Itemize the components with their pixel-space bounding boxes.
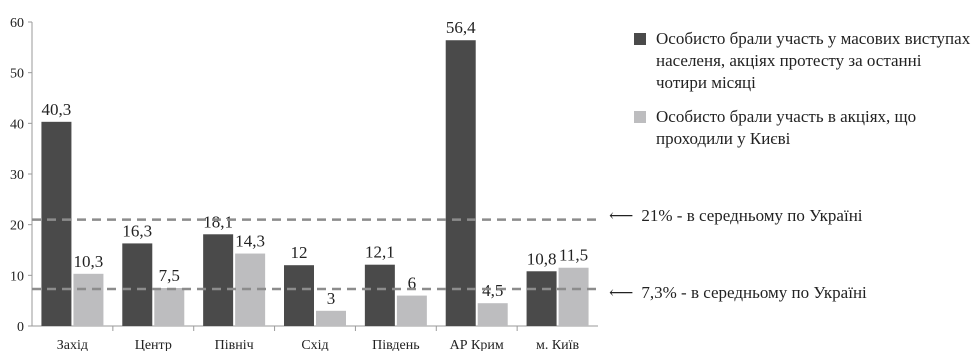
bar-series-1 bbox=[41, 121, 72, 327]
legend-label-series-2: Особисто брали участь в акціях, що прохо… bbox=[656, 107, 917, 148]
data-label-series-2: 4,5 bbox=[482, 281, 503, 300]
legend-label-series-1: Особисто брали участь у масових виступах… bbox=[656, 29, 971, 92]
x-tick-label: Схід bbox=[301, 338, 328, 351]
data-label-series-2: 3 bbox=[327, 289, 336, 308]
legend: Особисто брали участь у масових виступах… bbox=[634, 28, 972, 162]
bar-series-1 bbox=[526, 271, 557, 326]
data-label-series-2: 6 bbox=[408, 274, 417, 293]
data-label-series-1: 16,3 bbox=[122, 221, 152, 240]
x-tick-label: Північ bbox=[215, 338, 254, 351]
data-label-series-1: 40,3 bbox=[42, 100, 72, 119]
data-label-series-2: 11,5 bbox=[559, 246, 588, 265]
y-tick-label: 30 bbox=[10, 168, 24, 183]
left-arrow-icon: ⟵ bbox=[609, 283, 634, 302]
legend-item-series-1: Особисто брали участь у масових виступах… bbox=[634, 28, 972, 94]
y-tick-label: 20 bbox=[10, 219, 24, 234]
bar-series-1 bbox=[122, 243, 153, 326]
x-tick-label: АР Крим bbox=[450, 338, 504, 351]
x-tick-label: Південь bbox=[372, 338, 419, 351]
x-tick-label: м. Київ bbox=[536, 338, 580, 351]
bar-series-1 bbox=[284, 265, 314, 326]
bar-series-2 bbox=[316, 310, 346, 326]
reference-annotation-2: ⟵ 7,3% - в середньому по Україні bbox=[609, 283, 867, 303]
bar-series-2 bbox=[396, 295, 427, 326]
legend-item-series-2: Особисто брали участь в акціях, що прохо… bbox=[634, 106, 972, 150]
data-label-series-1: 18,1 bbox=[203, 212, 233, 231]
reference-label-1: 21% - в середньому по Україні bbox=[641, 206, 863, 225]
reference-annotation-1: ⟵ 21% - в середньому по Україні bbox=[609, 206, 863, 226]
bar-series-1 bbox=[364, 264, 395, 326]
x-tick-label: Центр bbox=[135, 338, 172, 351]
data-label-series-1: 10,8 bbox=[527, 249, 557, 268]
bar-series-1 bbox=[445, 40, 476, 327]
x-tick-label: Захід bbox=[57, 338, 88, 351]
bar-series-2 bbox=[73, 273, 104, 326]
data-label-series-1: 12 bbox=[291, 243, 308, 262]
bar-series-2 bbox=[154, 288, 185, 326]
y-tick-label: 60 bbox=[10, 16, 24, 31]
data-label-series-1: 56,4 bbox=[446, 18, 476, 37]
legend-swatch-series-1 bbox=[634, 33, 646, 45]
left-arrow-icon: ⟵ bbox=[609, 206, 634, 225]
bar-series-1 bbox=[203, 234, 234, 326]
bar-series-2 bbox=[477, 303, 508, 326]
data-label-series-1: 12,1 bbox=[365, 243, 395, 262]
reference-label-2: 7,3% - в середньому по Україні bbox=[641, 283, 867, 302]
y-tick-label: 40 bbox=[10, 117, 24, 132]
y-tick-label: 0 bbox=[17, 320, 24, 335]
y-tick-label: 50 bbox=[10, 67, 24, 82]
bar-series-2 bbox=[558, 267, 589, 326]
data-label-series-2: 7,5 bbox=[159, 266, 180, 285]
data-label-series-2: 10,3 bbox=[74, 252, 104, 271]
data-label-series-2: 14,3 bbox=[235, 232, 265, 251]
legend-swatch-series-2 bbox=[634, 111, 646, 123]
y-tick-label: 10 bbox=[10, 269, 24, 284]
